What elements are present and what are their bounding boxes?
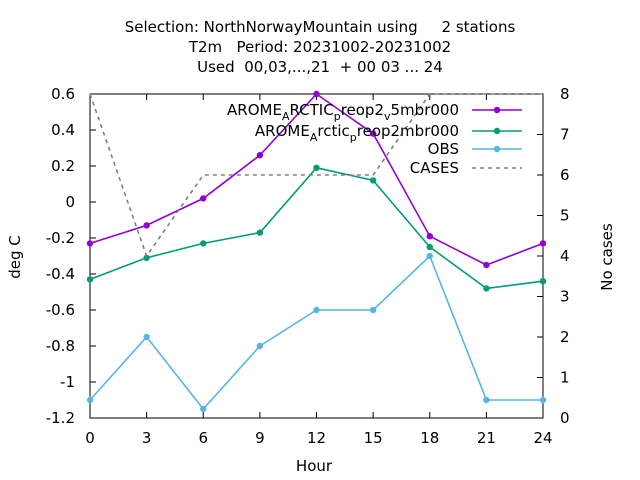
- y-tick-label: 0.6: [51, 85, 75, 103]
- x-tick-label: 21: [477, 429, 496, 447]
- series-point-1: [143, 254, 150, 261]
- legend-label-2: OBS: [428, 140, 459, 158]
- series-point-0: [426, 233, 433, 240]
- series-point-0: [143, 222, 150, 229]
- series-line-3: [89, 93, 543, 258]
- legend-label-part: AROME: [255, 122, 310, 140]
- y-tick-label: -1.2: [46, 409, 75, 427]
- y-tick-label: -0.4: [46, 265, 75, 283]
- y2-tick-label: 0: [560, 409, 570, 427]
- legend-label-part: A: [310, 131, 318, 144]
- series-line-0: [89, 92, 544, 266]
- legend-label-part: RCTIC: [289, 101, 333, 119]
- legend-label-part: reop2: [341, 101, 384, 119]
- series-point-2: [143, 333, 150, 341]
- series-point-2: [200, 405, 207, 413]
- series-point-0: [539, 240, 547, 247]
- series-point-2: [483, 396, 490, 404]
- y-tick-label: 0: [65, 193, 75, 211]
- x-tick-label: 24: [533, 429, 552, 447]
- legend-marker-0: [493, 106, 501, 114]
- x-tick-label: 12: [307, 429, 326, 447]
- y-tick-label: 0.2: [51, 157, 75, 175]
- series-point-1: [483, 285, 490, 292]
- x-tick-label: 18: [420, 429, 439, 447]
- y2-tick-label: 5: [560, 207, 570, 225]
- series-line-1: [89, 166, 544, 290]
- x-tick-label: 6: [198, 429, 208, 447]
- series-point-0: [369, 130, 377, 137]
- series-point-0: [313, 90, 320, 98]
- legend-label-part: reop2mbr000: [357, 122, 459, 140]
- series-point-2: [86, 396, 94, 404]
- series-point-0: [483, 261, 490, 269]
- series-point-1: [369, 177, 377, 184]
- series-point-2: [313, 306, 320, 314]
- legend-label-part: v: [384, 110, 391, 123]
- series-point-2: [426, 252, 433, 260]
- series-point-1: [200, 240, 207, 247]
- series-point-2: [256, 342, 264, 350]
- x-tick-label: 3: [142, 429, 152, 447]
- legend-label-part: p: [334, 110, 341, 123]
- series-point-0: [256, 152, 264, 159]
- y2-tick-label: 2: [560, 328, 570, 346]
- y2-axis-label: No cases: [598, 223, 616, 291]
- y-tick-label: -0.6: [46, 301, 75, 319]
- y2-tick-label: 7: [560, 126, 570, 144]
- series-point-1: [256, 229, 264, 236]
- x-tick-label: 0: [85, 429, 95, 447]
- series-point-1: [539, 278, 547, 285]
- series-point-2: [369, 306, 377, 314]
- series-point-0: [200, 195, 207, 202]
- y2-tick-label: 4: [560, 247, 570, 265]
- x-tick-label: 9: [255, 429, 265, 447]
- x-tick-label: 15: [364, 429, 383, 447]
- y-tick-label: -0.8: [46, 337, 75, 355]
- y2-tick-label: 6: [560, 166, 570, 184]
- legend-label-part: A: [282, 110, 290, 123]
- legend-label-part: AROME: [227, 101, 282, 119]
- series-point-0: [86, 240, 94, 247]
- legend-label-part: rctic: [317, 122, 349, 140]
- y-tick-label: 0.4: [51, 121, 75, 139]
- x-axis-label: Hour: [296, 457, 333, 475]
- series-point-1: [426, 243, 433, 251]
- y2-tick-label: 8: [560, 85, 570, 103]
- legend-label-part: p: [350, 131, 357, 144]
- legend-label-part: 5mbr000: [391, 101, 459, 119]
- series-point-1: [313, 164, 320, 171]
- series-line-2: [89, 254, 543, 411]
- legend-label-0: AROMEARCTICpreop2v5mbr000: [227, 101, 459, 123]
- legend-marker-2: [493, 145, 501, 153]
- legend-label-3: CASES: [410, 159, 459, 177]
- series-point-2: [539, 396, 547, 404]
- y-axis-label: deg C: [6, 235, 24, 279]
- legend-label-part: CASES: [410, 159, 459, 177]
- legend-label-1: AROMEArcticpreop2mbr000: [255, 122, 459, 144]
- y2-tick-label: 3: [560, 288, 570, 306]
- y2-tick-label: 1: [560, 369, 570, 387]
- title-line-3: Used 00,03,...,21 + 00 03 ... 24: [197, 58, 443, 76]
- legend-label-part: OBS: [428, 140, 459, 158]
- y-tick-label: -0.2: [46, 229, 75, 247]
- title-line-1: Selection: NorthNorwayMountain using 2 s…: [124, 18, 516, 36]
- legend-marker-1: [493, 127, 501, 135]
- series-point-1: [86, 276, 94, 283]
- y-tick-label: -1: [60, 373, 75, 391]
- title-line-2: T2m Period: 20231002-20231002: [188, 38, 452, 56]
